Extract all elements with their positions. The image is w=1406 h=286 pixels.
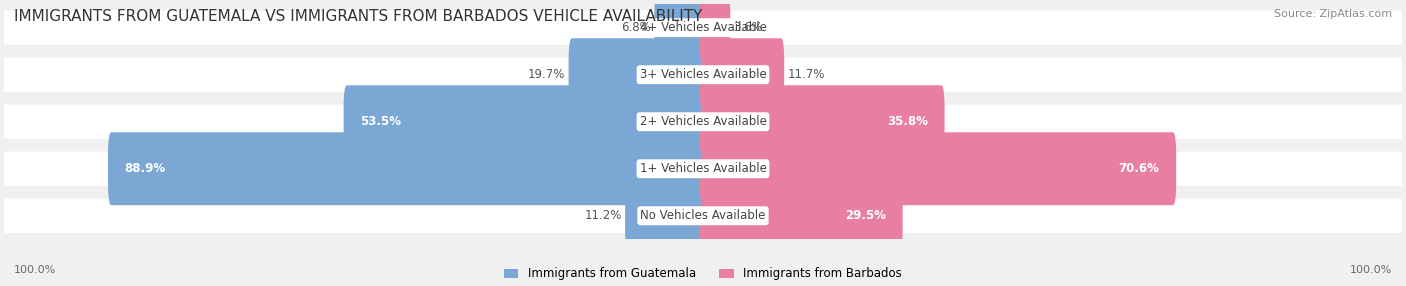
FancyBboxPatch shape: [568, 38, 706, 111]
Text: 11.2%: 11.2%: [585, 209, 621, 222]
Text: 88.9%: 88.9%: [125, 162, 166, 175]
FancyBboxPatch shape: [700, 0, 730, 64]
Text: 19.7%: 19.7%: [527, 68, 565, 81]
Text: 3+ Vehicles Available: 3+ Vehicles Available: [640, 68, 766, 81]
Text: 100.0%: 100.0%: [14, 265, 56, 275]
Text: 70.6%: 70.6%: [1119, 162, 1160, 175]
Text: 6.8%: 6.8%: [621, 21, 651, 34]
FancyBboxPatch shape: [626, 179, 706, 252]
Text: 35.8%: 35.8%: [887, 115, 928, 128]
FancyBboxPatch shape: [654, 0, 706, 64]
FancyBboxPatch shape: [700, 132, 1177, 205]
FancyBboxPatch shape: [343, 85, 706, 158]
Text: 29.5%: 29.5%: [845, 209, 886, 222]
FancyBboxPatch shape: [4, 57, 1402, 92]
FancyBboxPatch shape: [700, 85, 945, 158]
Text: 3.6%: 3.6%: [734, 21, 763, 34]
Text: 1+ Vehicles Available: 1+ Vehicles Available: [640, 162, 766, 175]
FancyBboxPatch shape: [108, 132, 706, 205]
FancyBboxPatch shape: [4, 105, 1402, 139]
Text: 11.7%: 11.7%: [787, 68, 825, 81]
FancyBboxPatch shape: [4, 152, 1402, 186]
Text: 53.5%: 53.5%: [360, 115, 401, 128]
Text: 2+ Vehicles Available: 2+ Vehicles Available: [640, 115, 766, 128]
Text: Source: ZipAtlas.com: Source: ZipAtlas.com: [1274, 9, 1392, 19]
FancyBboxPatch shape: [700, 38, 785, 111]
Legend: Immigrants from Guatemala, Immigrants from Barbados: Immigrants from Guatemala, Immigrants fr…: [499, 263, 907, 285]
FancyBboxPatch shape: [700, 179, 903, 252]
Text: No Vehicles Available: No Vehicles Available: [640, 209, 766, 222]
Text: 100.0%: 100.0%: [1350, 265, 1392, 275]
Text: IMMIGRANTS FROM GUATEMALA VS IMMIGRANTS FROM BARBADOS VEHICLE AVAILABILITY: IMMIGRANTS FROM GUATEMALA VS IMMIGRANTS …: [14, 9, 703, 23]
Text: 4+ Vehicles Available: 4+ Vehicles Available: [640, 21, 766, 34]
FancyBboxPatch shape: [4, 198, 1402, 233]
FancyBboxPatch shape: [4, 11, 1402, 45]
